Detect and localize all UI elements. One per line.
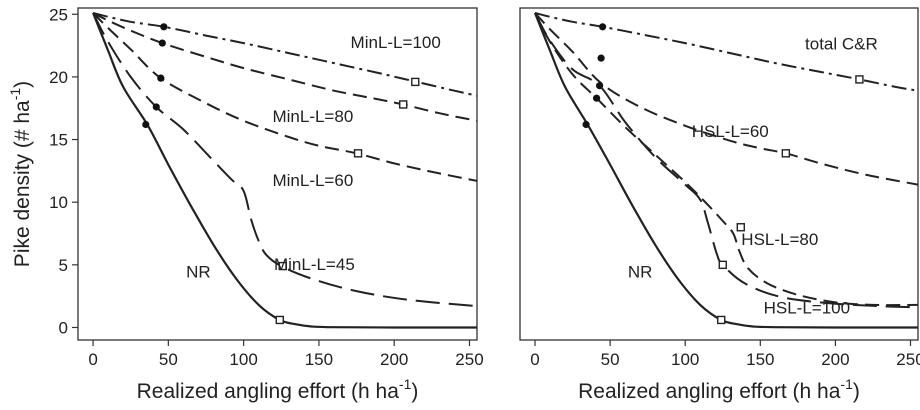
series-line-nr [92, 12, 477, 329]
series-line-hsl-l-100 [534, 12, 918, 309]
series-line-minl-l-45 [92, 12, 477, 308]
x-tick-label: 200 [380, 350, 408, 369]
series-label-minl-l-80: MinL-L=80 [272, 107, 353, 126]
plot-frame [77, 7, 478, 341]
series-label-minl-l-45: MinL-L=45 [274, 255, 355, 274]
x-axis-title: Realized angling effort (h ha-1) [578, 376, 860, 403]
series-line-minl-l-60 [92, 12, 477, 182]
series-dot-hsl-l-80 [592, 94, 601, 102]
x-axis-title-main: Realized angling effort (h ha [578, 380, 841, 403]
x-axis-title-sup: -1 [399, 376, 412, 392]
series-line-nr [533, 12, 918, 329]
series-square-hsl-l-60 [781, 149, 791, 158]
series-square-minl-l-45 [278, 261, 287, 271]
y-tick-label: 25 [49, 5, 68, 24]
series-square-nr [275, 315, 284, 325]
series-square-hsl-l-100 [718, 260, 727, 270]
series-line-total-c-r [534, 12, 918, 92]
x-tick-label: 0 [88, 350, 97, 369]
series-line-hsl-l-60 [534, 12, 918, 186]
x-tick-label: 50 [159, 350, 178, 369]
x-tick-label: 200 [821, 350, 849, 369]
series-dot-minl-l-100 [160, 23, 168, 31]
series-line-hsl-l-80 [534, 12, 918, 307]
series-dot-minl-l-80 [158, 39, 166, 47]
series-label-hsl-l-100: HSL-L=100 [764, 299, 850, 318]
y-tick-label: 20 [49, 68, 68, 87]
left-panel: 0 50 100 150 200 250 0 5 10 15 20 25 Realized anglin… [7, 5, 484, 403]
y-axis-title-main: Pike density (# ha [11, 100, 34, 267]
y-axis-title: Pike density (# ha-1) [7, 81, 34, 267]
series-square-minl-l-100 [411, 77, 420, 87]
series-dot-nr [582, 120, 590, 129]
y-tick-label: 10 [49, 193, 68, 212]
series-dot-minl-l-45 [152, 103, 160, 111]
x-axis-title-sup: -1 [840, 376, 853, 392]
y-axis-title-close: ) [11, 81, 34, 88]
series-dot-total-c-r [599, 23, 607, 31]
x-tick-label: 250 [896, 350, 920, 369]
x-axis-title-close: ) [411, 380, 418, 403]
y-tick-label: 15 [49, 131, 68, 150]
x-axis-title: Realized angling effort (h ha-1) [137, 376, 419, 403]
series-dot-minl-l-60 [157, 74, 165, 82]
series-label-nr: NR [628, 262, 653, 281]
series-square-nr [717, 315, 726, 325]
x-axis-title-main: Realized angling effort (h ha [137, 380, 400, 403]
x-axis-title-close: ) [853, 380, 860, 403]
series-dot-nr [142, 120, 150, 129]
x-tick-label: 150 [746, 350, 774, 369]
series-label-hsl-l-60: HSL-L=60 [692, 122, 769, 141]
series-label-minl-l-100: MinL-L=100 [351, 33, 441, 52]
series-label-minl-l-60: MinL-L=60 [272, 171, 353, 190]
series-square-total-c-r [855, 75, 864, 84]
x-tick-label: 100 [229, 350, 257, 369]
right-panel: 0 50 100 150 200 250 Realized angling effort (… [519, 7, 920, 403]
x-tick-label: 250 [455, 350, 483, 369]
plot-frame [519, 7, 919, 341]
x-tick-label: 50 [601, 350, 620, 369]
series-label-nr: NR [186, 262, 211, 281]
series-dot-hsl-l-60 [597, 54, 605, 62]
series-square-minl-l-80 [399, 100, 408, 109]
y-tick-label: 5 [59, 256, 68, 275]
series-dot-hsl-l-100 [596, 82, 604, 90]
series-line-minl-l-80 [92, 12, 477, 122]
y-tick-label: 0 [59, 318, 68, 337]
series-square-minl-l-60 [353, 149, 363, 158]
series-square-hsl-l-80 [736, 223, 745, 232]
y-axis-title-sup: -1 [7, 88, 23, 101]
series-label-total-c-r: total C&R [805, 34, 878, 53]
x-tick-label: 150 [305, 350, 333, 369]
x-tick-label: 100 [671, 350, 699, 369]
x-tick-label: 0 [530, 350, 539, 369]
series-line-minl-l-100 [92, 12, 477, 97]
series-label-hsl-l-80: HSL-L=80 [741, 230, 818, 249]
